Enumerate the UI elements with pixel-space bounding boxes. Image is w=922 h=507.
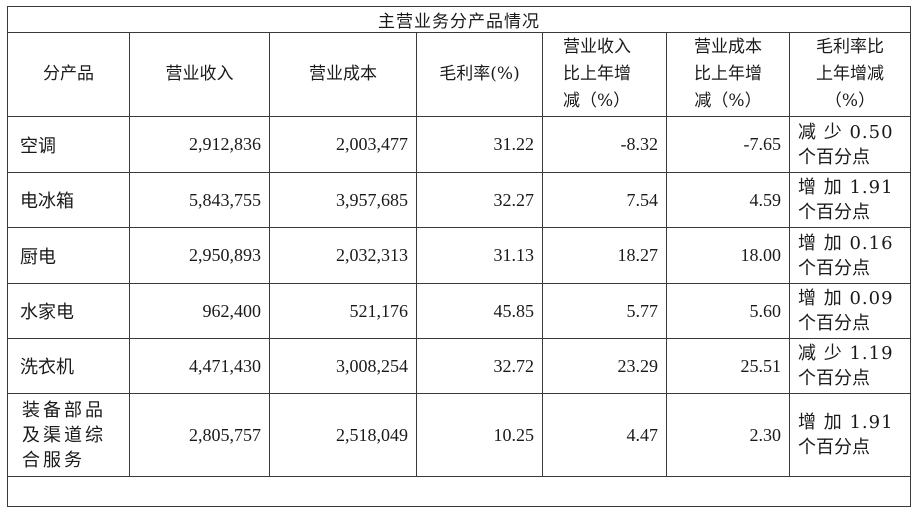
header-line: 营业成本 [694, 37, 762, 57]
header-line: 毛利率比 [816, 37, 884, 57]
revenue-change-cell: 4.47 [542, 393, 667, 477]
cost-change-cell: 4.59 [666, 172, 790, 228]
product-name-line: 及渠道综 [22, 424, 106, 446]
margin-change-line: 个百分点 [798, 437, 870, 458]
header-line: 减（%） [694, 91, 762, 111]
header-line: 比上年增 [563, 64, 631, 84]
header-line: 比上年增 [694, 64, 762, 84]
gross-margin-cell: 31.22 [416, 116, 543, 173]
product-name-line: 合服务 [22, 449, 85, 471]
revenue-cell: 962,400 [129, 283, 270, 339]
table-row-cut-off [7, 476, 911, 507]
header-line: 上年增减 [816, 64, 884, 84]
gross-margin-cell: 31.13 [416, 227, 543, 284]
cost-cell: 521,176 [269, 283, 417, 339]
cut-off-row [7, 476, 911, 507]
margin-change-line: 减 少 0.50 [798, 121, 894, 143]
product-name: 厨电 [7, 227, 130, 284]
margin-change-line: 个百分点 [798, 368, 870, 389]
table-row: 装备部品 及渠道综 合服务 2,805,757 2,518,049 10.25 … [7, 393, 911, 477]
margin-change-cell: 增 加 1.91 个百分点 [789, 393, 911, 477]
product-name: 装备部品 及渠道综 合服务 [7, 393, 130, 477]
margin-change-line: 个百分点 [798, 146, 870, 168]
product-name: 水家电 [7, 283, 130, 339]
margin-change-line: 增 加 0.16 [798, 232, 894, 254]
margin-change-line: 减 少 1.19 [798, 343, 894, 364]
header-line: 减（%） [563, 91, 631, 111]
margin-change-cell: 减 少 0.50 个百分点 [789, 116, 911, 173]
margin-change-cell: 增 加 0.09 个百分点 [789, 283, 911, 339]
revenue-cell: 5,843,755 [129, 172, 270, 228]
revenue-cell: 2,950,893 [129, 227, 270, 284]
revenue-change-cell: 18.27 [542, 227, 667, 284]
cost-change-cell: 18.00 [666, 227, 790, 284]
table-row: 洗衣机 4,471,430 3,008,254 32.72 23.29 25.5… [7, 338, 911, 394]
revenue-cell: 2,805,757 [129, 393, 270, 477]
product-segment-table: 主营业务分产品情况 分产品 营业收入 营业成本 毛利率(%) 营业收入 比上年增… [7, 6, 911, 507]
margin-change-line: 个百分点 [798, 202, 870, 223]
gross-margin-cell: 32.72 [416, 338, 543, 394]
cost-cell: 3,957,685 [269, 172, 417, 228]
table-row: 水家电 962,400 521,176 45.85 5.77 5.60 增 加 … [7, 283, 911, 339]
revenue-cell: 4,471,430 [129, 338, 270, 394]
product-name-line: 装备部品 [22, 399, 106, 421]
margin-change-line: 个百分点 [798, 313, 870, 334]
table-row: 厨电 2,950,893 2,032,313 31.13 18.27 18.00… [7, 227, 911, 284]
table-row: 电冰箱 5,843,755 3,957,685 32.27 7.54 4.59 … [7, 172, 911, 228]
product-name: 空调 [7, 116, 130, 173]
margin-change-line: 增 加 0.09 [798, 288, 894, 309]
margin-change-cell: 增 加 1.91 个百分点 [789, 172, 911, 228]
cost-change-cell: 25.51 [666, 338, 790, 394]
revenue-change-cell: -8.32 [542, 116, 667, 173]
revenue-change-cell: 5.77 [542, 283, 667, 339]
revenue-cell: 2,912,836 [129, 116, 270, 173]
header-product: 分产品 [7, 32, 130, 117]
margin-change-line: 增 加 1.91 [798, 177, 894, 198]
margin-change-line: 增 加 1.91 [798, 412, 894, 433]
product-name: 洗衣机 [7, 338, 130, 394]
gross-margin-cell: 32.27 [416, 172, 543, 228]
header-line: （%） [824, 91, 876, 111]
cost-change-cell: 5.60 [666, 283, 790, 339]
header-cost: 营业成本 [269, 32, 417, 117]
header-cost-change: 营业成本 比上年增 减（%） [666, 32, 790, 117]
gross-margin-cell: 10.25 [416, 393, 543, 477]
margin-change-line: 个百分点 [798, 257, 870, 279]
product-name: 电冰箱 [7, 172, 130, 228]
margin-change-cell: 减 少 1.19 个百分点 [789, 338, 911, 394]
header-margin-change: 毛利率比 上年增减 （%） [789, 32, 911, 117]
cost-change-cell: -7.65 [666, 116, 790, 173]
cost-cell: 3,008,254 [269, 338, 417, 394]
table-row: 空调 2,912,836 2,003,477 31.22 -8.32 -7.65… [7, 116, 911, 173]
revenue-change-cell: 23.29 [542, 338, 667, 394]
cost-change-cell: 2.30 [666, 393, 790, 477]
cost-cell: 2,003,477 [269, 116, 417, 173]
table-title: 主营业务分产品情况 [7, 6, 911, 33]
revenue-change-cell: 7.54 [542, 172, 667, 228]
header-gross-margin: 毛利率(%) [416, 32, 543, 117]
margin-change-cell: 增 加 0.16 个百分点 [789, 227, 911, 284]
header-revenue-change: 营业收入 比上年增 减（%） [542, 32, 667, 117]
header-line: 营业收入 [563, 37, 631, 57]
cost-cell: 2,032,313 [269, 227, 417, 284]
header-revenue: 营业收入 [129, 32, 270, 117]
cost-cell: 2,518,049 [269, 393, 417, 477]
gross-margin-cell: 45.85 [416, 283, 543, 339]
